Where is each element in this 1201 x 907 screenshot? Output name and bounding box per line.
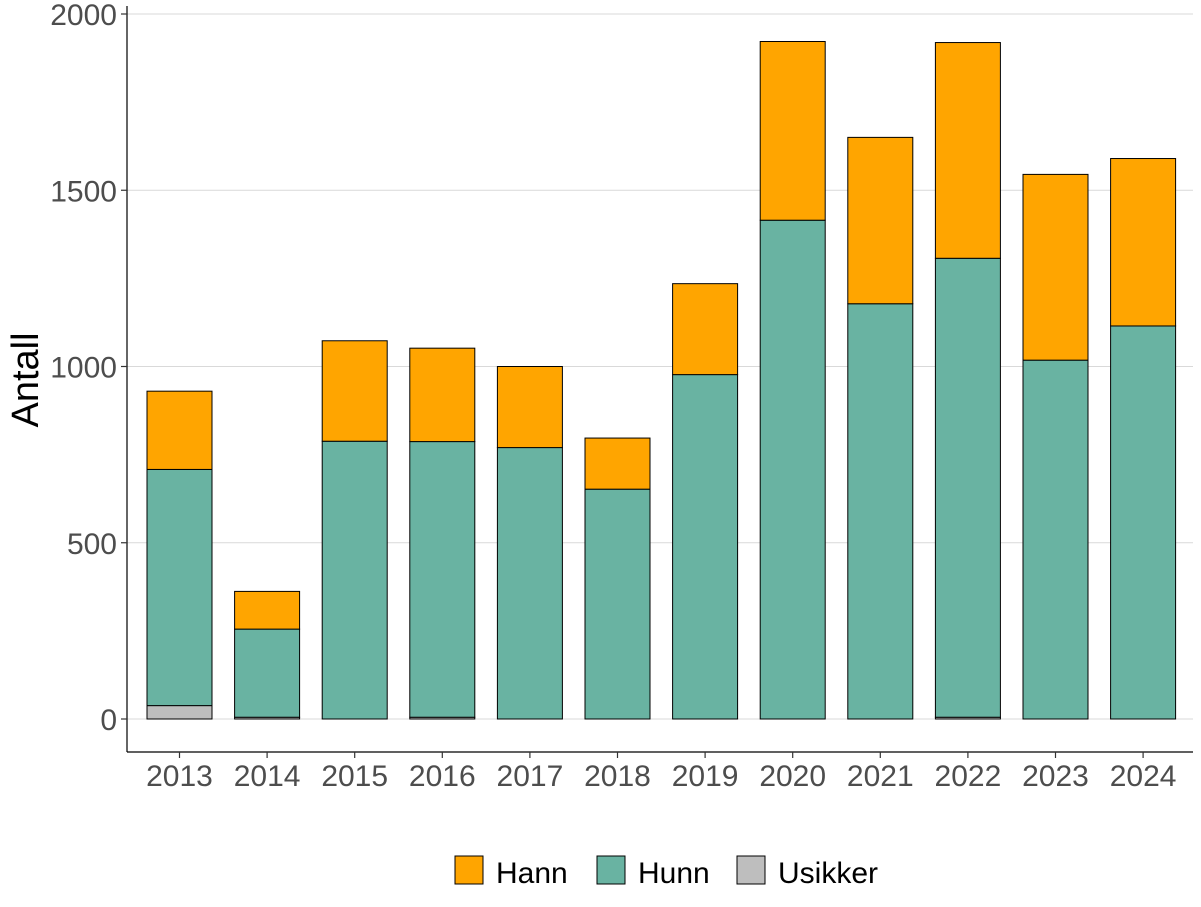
legend-label-hann: Hann bbox=[496, 857, 568, 890]
bar-hunn-2018 bbox=[584, 488, 651, 720]
bar-hunn-2017 bbox=[496, 447, 563, 720]
bar-hunn-2024 bbox=[1110, 325, 1177, 720]
bar-hann-2018 bbox=[584, 437, 651, 490]
bar-hunn-2022 bbox=[934, 257, 1001, 718]
x-tick-label: 2016 bbox=[409, 760, 476, 793]
axes bbox=[126, 6, 1193, 753]
bar-hann-2014 bbox=[234, 590, 301, 630]
x-tick-label: 2021 bbox=[847, 760, 914, 793]
y-ticks: 0 500 1000 1500 2000 bbox=[50, 0, 127, 737]
x-ticks: 2013 2014 2015 2016 2017 2018 2019 2020 2021 2022… bbox=[146, 752, 1176, 793]
bar-hunn-2023 bbox=[1022, 359, 1089, 720]
bar-hann-2016 bbox=[409, 347, 476, 443]
y-tick-label: 500 bbox=[67, 528, 117, 561]
x-tick-label: 2019 bbox=[672, 760, 739, 793]
legend-key-usikker bbox=[736, 855, 766, 885]
x-tick-label: 2017 bbox=[497, 760, 564, 793]
bars bbox=[146, 40, 1177, 720]
y-tick-label: 0 bbox=[100, 704, 117, 737]
bar-hunn-2015 bbox=[321, 440, 388, 720]
x-tick-label: 2013 bbox=[146, 760, 213, 793]
bar-hann-2020 bbox=[759, 40, 826, 221]
bar-hunn-2016 bbox=[409, 441, 476, 718]
bar-hunn-2013 bbox=[146, 468, 213, 707]
x-tick-label: 2018 bbox=[584, 760, 651, 793]
x-tick-label: 2023 bbox=[1022, 760, 1089, 793]
bar-usikker-2013 bbox=[146, 705, 213, 720]
bar-hann-2022 bbox=[934, 42, 1001, 259]
bar-hann-2019 bbox=[672, 283, 739, 376]
bar-hann-2024 bbox=[1110, 158, 1177, 327]
bar-hann-2017 bbox=[496, 366, 563, 449]
y-axis-title: Antall bbox=[5, 332, 47, 427]
bar-hunn-2019 bbox=[672, 374, 739, 720]
x-tick-label: 2024 bbox=[1110, 760, 1177, 793]
bar-hunn-2020 bbox=[759, 219, 826, 720]
bar-hann-2023 bbox=[1022, 173, 1089, 361]
bar-hann-2015 bbox=[321, 340, 388, 442]
x-tick-label: 2022 bbox=[935, 760, 1002, 793]
bar-hunn-2014 bbox=[234, 628, 301, 718]
legend-label-hunn: Hunn bbox=[638, 857, 710, 890]
y-tick-label: 1000 bbox=[50, 352, 117, 385]
x-tick-label: 2015 bbox=[321, 760, 388, 793]
gridlines bbox=[127, 13, 1193, 720]
bar-hann-2013 bbox=[146, 390, 213, 470]
x-tick-label: 2020 bbox=[759, 760, 826, 793]
legend: Hann Hunn Usikker bbox=[454, 855, 878, 890]
legend-key-hunn bbox=[596, 855, 626, 885]
bar-hunn-2021 bbox=[847, 303, 914, 720]
x-tick-label: 2014 bbox=[234, 760, 301, 793]
bar-hann-2021 bbox=[847, 136, 914, 305]
legend-key-hann bbox=[454, 855, 484, 885]
y-tick-label: 1500 bbox=[50, 175, 117, 208]
y-tick-label: 2000 bbox=[50, 0, 117, 32]
legend-label-usikker: Usikker bbox=[778, 857, 878, 890]
